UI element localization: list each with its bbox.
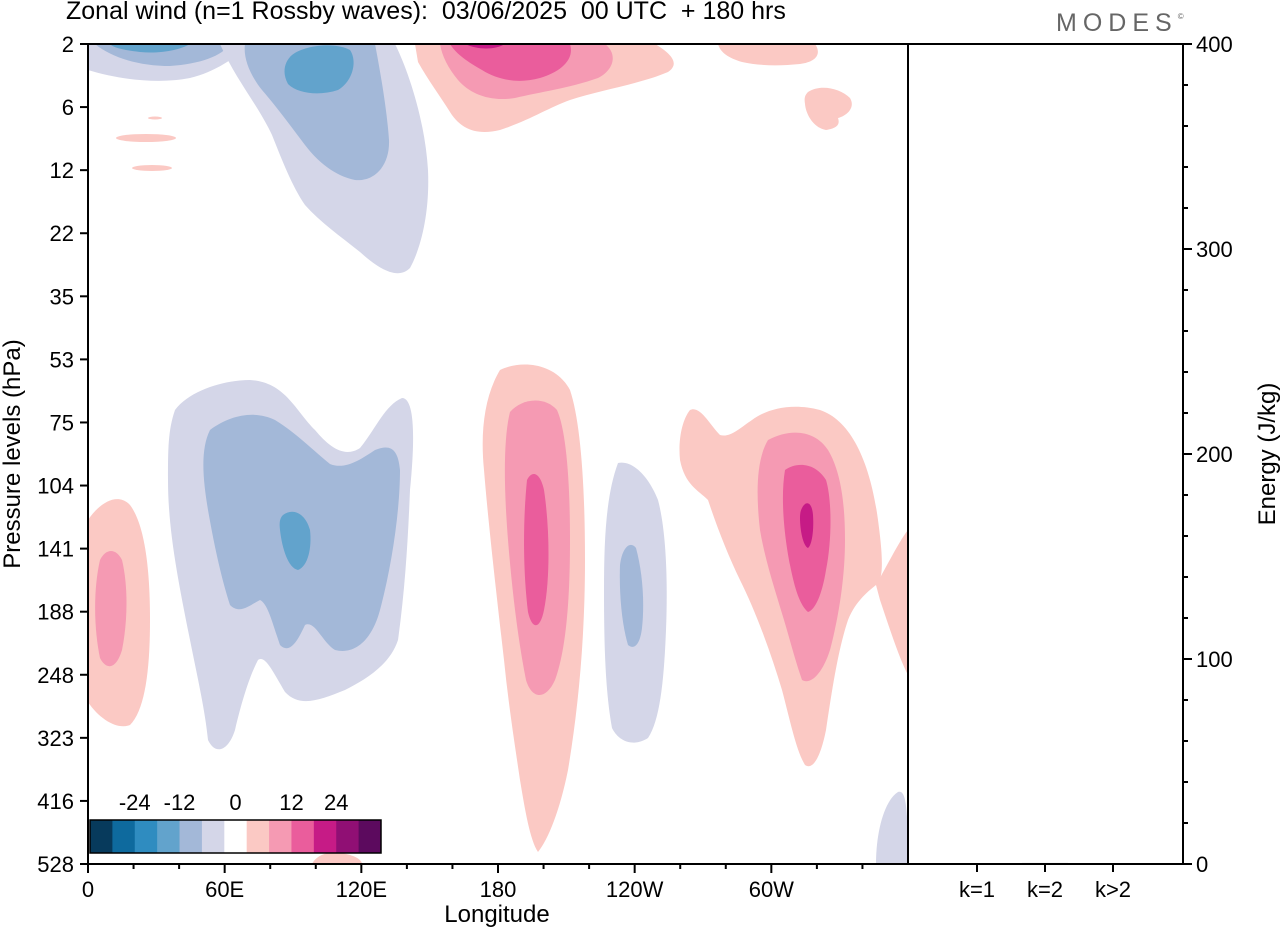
y-tick-label: 416 (37, 789, 74, 814)
contour-neg-3-bottomright (876, 791, 908, 864)
y-tick-label: 35 (50, 284, 74, 309)
y-tick-label: 104 (37, 474, 74, 499)
contour-neg-12-lower (279, 511, 311, 570)
brand-logo: MODES© (1056, 9, 1184, 38)
contour-pos-3-topright (718, 44, 818, 66)
contour-pos-3-bottom (312, 852, 362, 864)
colorbar-swatch (157, 820, 181, 853)
colorbar-swatch (201, 820, 225, 853)
x-tick-label: 0 (82, 877, 94, 902)
colorbar-tick-label: 0 (229, 790, 241, 815)
y-tick-label: 141 (37, 537, 74, 562)
y-tick-label: 22 (50, 221, 74, 246)
y-tick-label: 323 (37, 726, 74, 751)
colorbar-swatch (313, 820, 337, 853)
brand-text: MODES (1056, 9, 1178, 37)
energy-bar (954, 863, 1000, 865)
colorbar-swatch (179, 820, 203, 853)
x-axis-label: Longitude (444, 901, 549, 928)
contour-pos-6-left (95, 551, 127, 667)
colorbar-swatch (269, 820, 292, 853)
energy-y-tick-label: 400 (1196, 32, 1233, 57)
energy-y-tick-label: 200 (1196, 442, 1233, 467)
colorbar: -24 -12 0 12 24 (89, 790, 382, 854)
contour-pos-18-60w (800, 503, 814, 548)
colorbar-swatch (112, 820, 136, 853)
contour-pos-3-sliver (148, 116, 162, 120)
energy-y-tick-label: 100 (1196, 647, 1233, 672)
y-tick-label: 12 (50, 158, 74, 183)
x-tick-label: 120E (336, 877, 387, 902)
contour-pos-18-top (465, 44, 505, 49)
energy-bar (1090, 863, 1136, 865)
contour-pos-3-sliver (116, 134, 176, 142)
colorbar-swatch (246, 820, 270, 853)
y-tick-label: 2 (62, 32, 74, 57)
energy-bar (1022, 862, 1068, 864)
energy-x-tick-label: k=2 (1027, 877, 1063, 902)
x-tick-label: 60W (749, 877, 794, 902)
energy-x-ticks: k=1 k=2 k>2 (959, 864, 1131, 902)
contour-neg-6-upper (244, 44, 390, 181)
x-tick-label: 180 (480, 877, 517, 902)
y-axis-ticks: 2 6 12 22 35 53 75 104 141 188 248 323 416 528 (37, 32, 88, 877)
energy-x-tick-label: k>2 (1095, 877, 1131, 902)
colorbar-tick-label: -12 (164, 790, 196, 815)
y-axis-label: Pressure levels (hPa) (0, 339, 26, 568)
y-tick-label: 53 (50, 347, 74, 372)
contour-pos-3-blob6 (804, 87, 852, 130)
y-tick-label: 248 (37, 663, 74, 688)
energy-axes: 0 100 200 300 400 k=1 k=2 k>2 Energy (J/kg) (908, 32, 1280, 902)
contour-neg-18-topleft (110, 44, 190, 53)
colorbar-swatch (90, 820, 113, 853)
x-tick-label: 60E (205, 877, 244, 902)
colorbar-swatch (358, 820, 382, 853)
colorbar-swatch (291, 820, 315, 853)
colorbar-frame (89, 819, 382, 854)
chart-title: Zonal wind (n=1 Rossby waves): 03/06/202… (66, 0, 786, 25)
y-tick-label: 75 (50, 410, 74, 435)
x-axis-ticks: 0 60E 120E 180 120W 60W (82, 864, 864, 902)
colorbar-tick-label: 12 (279, 790, 303, 815)
energy-y-ticks: 0 100 200 300 400 (1183, 32, 1233, 877)
energy-y-tick-label: 300 (1196, 237, 1233, 262)
energy-bars (954, 862, 1136, 865)
main-axes: 2 6 12 22 35 53 75 104 141 188 248 323 416 528 0 60E 12… (0, 32, 909, 928)
contour-pos-3-60w-edge (876, 530, 908, 675)
colorbar-swatch (224, 820, 248, 853)
colorbar-swatch (134, 820, 158, 853)
colorbar-tick-label: 24 (324, 790, 348, 815)
contour-neg-6-120w (619, 544, 644, 647)
energy-y-tick-label: 0 (1196, 852, 1208, 877)
contour-pos-3-sliver (132, 165, 172, 171)
contour-pos-12-top (450, 44, 571, 81)
colorbar-tick-label: -24 (119, 790, 151, 815)
y-tick-label: 528 (37, 852, 74, 877)
y-tick-label: 6 (62, 95, 74, 120)
energy-y-axis-label: Energy (J/kg) (1254, 383, 1280, 526)
colorbar-swatch (336, 820, 360, 853)
x-tick-label: 120W (606, 877, 664, 902)
y-tick-label: 188 (37, 600, 74, 625)
brand-mark: © (1177, 12, 1184, 21)
energy-x-tick-label: k=1 (959, 877, 995, 902)
contour-pos-12-180 (524, 474, 549, 626)
contour-field (88, 44, 908, 864)
contour-neg-12-upper (284, 45, 354, 94)
